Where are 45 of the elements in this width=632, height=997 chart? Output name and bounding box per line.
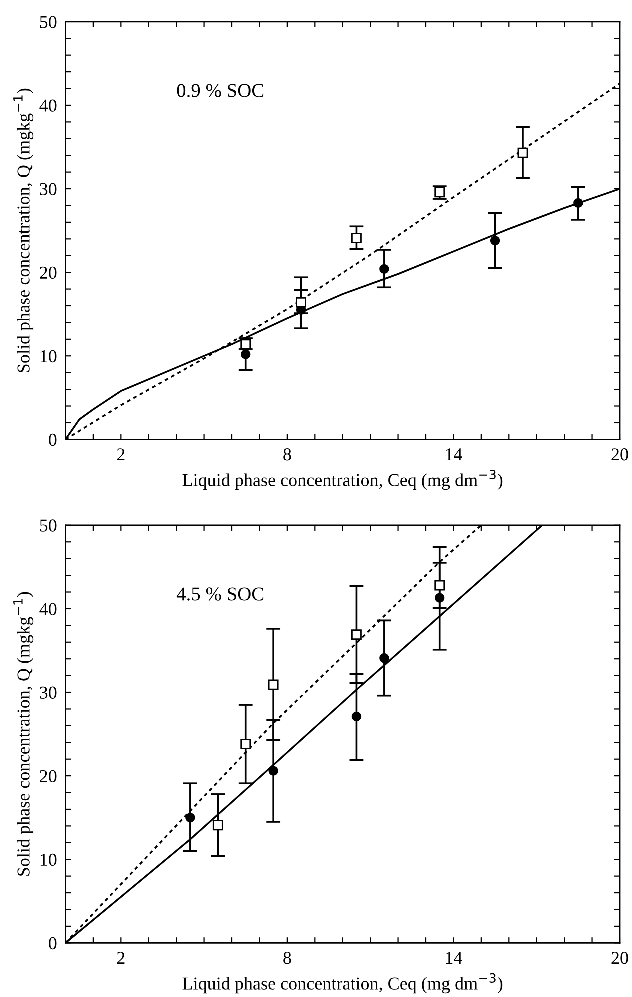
x-tick-label: 2 (117, 952, 125, 964)
y-tick-label: 10 (40, 350, 57, 363)
point (490, 236, 500, 246)
point (434, 593, 445, 603)
annotation: 0.9 % SOC (177, 84, 264, 98)
y-axis-title: Solid phase concentration, Q (mgkg$^{−1}$) (14, 592, 34, 876)
x-tick-label: 14 (446, 448, 462, 461)
y-tick-label: 20 (40, 266, 57, 280)
point (352, 233, 362, 244)
y-tick-label: 40 (40, 603, 57, 616)
y-tick-label: 0 (49, 434, 57, 446)
point (186, 812, 196, 823)
y-tick-label: 50 (40, 16, 57, 28)
y-tick-label: 30 (40, 686, 57, 699)
y-axis-title: Solid phase concentration, Q (mgkg$^{−1}$) (14, 88, 34, 372)
point (212, 820, 224, 831)
y-tick-label: 40 (40, 100, 57, 112)
point (240, 339, 252, 350)
x-tick-label: 20 (612, 448, 628, 461)
x-tick-label: 8 (284, 952, 292, 964)
point (434, 187, 446, 198)
point (241, 350, 251, 360)
point (518, 148, 528, 158)
point (296, 297, 306, 308)
x-tick-label: 2 (117, 448, 125, 461)
point (434, 580, 446, 591)
y-tick-label: 30 (40, 183, 57, 196)
x-tick-label: 8 (284, 448, 292, 461)
y-tick-label: 0 (49, 937, 57, 950)
y-tick-label: 10 (40, 854, 57, 866)
y-tick-label: 20 (40, 770, 57, 783)
x-axis-title: Liquid phase concentration, Ceq (mg dm$^{−3}$) (182, 973, 503, 994)
point (380, 653, 390, 664)
point (268, 766, 278, 776)
y-tick-label: 50 (40, 520, 57, 532)
x-tick-label: 14 (446, 952, 462, 964)
point (352, 712, 362, 722)
x-tick-label: 20 (612, 952, 628, 964)
point (574, 198, 584, 208)
point (268, 680, 279, 690)
point (380, 264, 390, 274)
point (240, 739, 252, 750)
point (352, 630, 362, 640)
x-axis-title: Liquid phase concentration, Ceq (mg dm$^{−3}$) (182, 470, 503, 490)
annotation: 4.5 % SOC (176, 588, 264, 601)
